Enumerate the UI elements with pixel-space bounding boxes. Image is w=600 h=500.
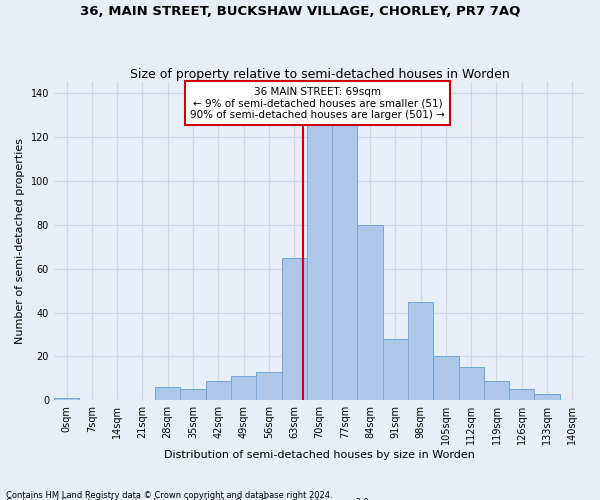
Bar: [484, 380, 509, 400]
Y-axis label: Number of semi-detached properties: Number of semi-detached properties: [15, 138, 25, 344]
Bar: [281, 258, 307, 400]
Text: 36 MAIN STREET: 69sqm
← 9% of semi-detached houses are smaller (51)
90% of semi-: 36 MAIN STREET: 69sqm ← 9% of semi-detac…: [190, 86, 445, 120]
Text: 36, MAIN STREET, BUCKSHAW VILLAGE, CHORLEY, PR7 7AQ: 36, MAIN STREET, BUCKSHAW VILLAGE, CHORL…: [80, 5, 520, 18]
Bar: [408, 302, 433, 400]
Bar: [231, 376, 256, 400]
Bar: [433, 356, 458, 401]
Title: Size of property relative to semi-detached houses in Worden: Size of property relative to semi-detach…: [130, 68, 509, 81]
Bar: [181, 390, 206, 400]
Text: Contains public sector information licensed under the Open Government Licence v3: Contains public sector information licen…: [6, 498, 371, 500]
Bar: [458, 368, 484, 400]
Bar: [155, 387, 181, 400]
Bar: [307, 115, 332, 401]
Bar: [332, 108, 358, 401]
Bar: [54, 398, 79, 400]
Bar: [256, 372, 281, 400]
Bar: [206, 380, 231, 400]
Bar: [509, 390, 535, 400]
Text: Contains HM Land Registry data © Crown copyright and database right 2024.: Contains HM Land Registry data © Crown c…: [6, 490, 332, 500]
Bar: [383, 339, 408, 400]
X-axis label: Distribution of semi-detached houses by size in Worden: Distribution of semi-detached houses by …: [164, 450, 475, 460]
Bar: [535, 394, 560, 400]
Bar: [358, 225, 383, 400]
